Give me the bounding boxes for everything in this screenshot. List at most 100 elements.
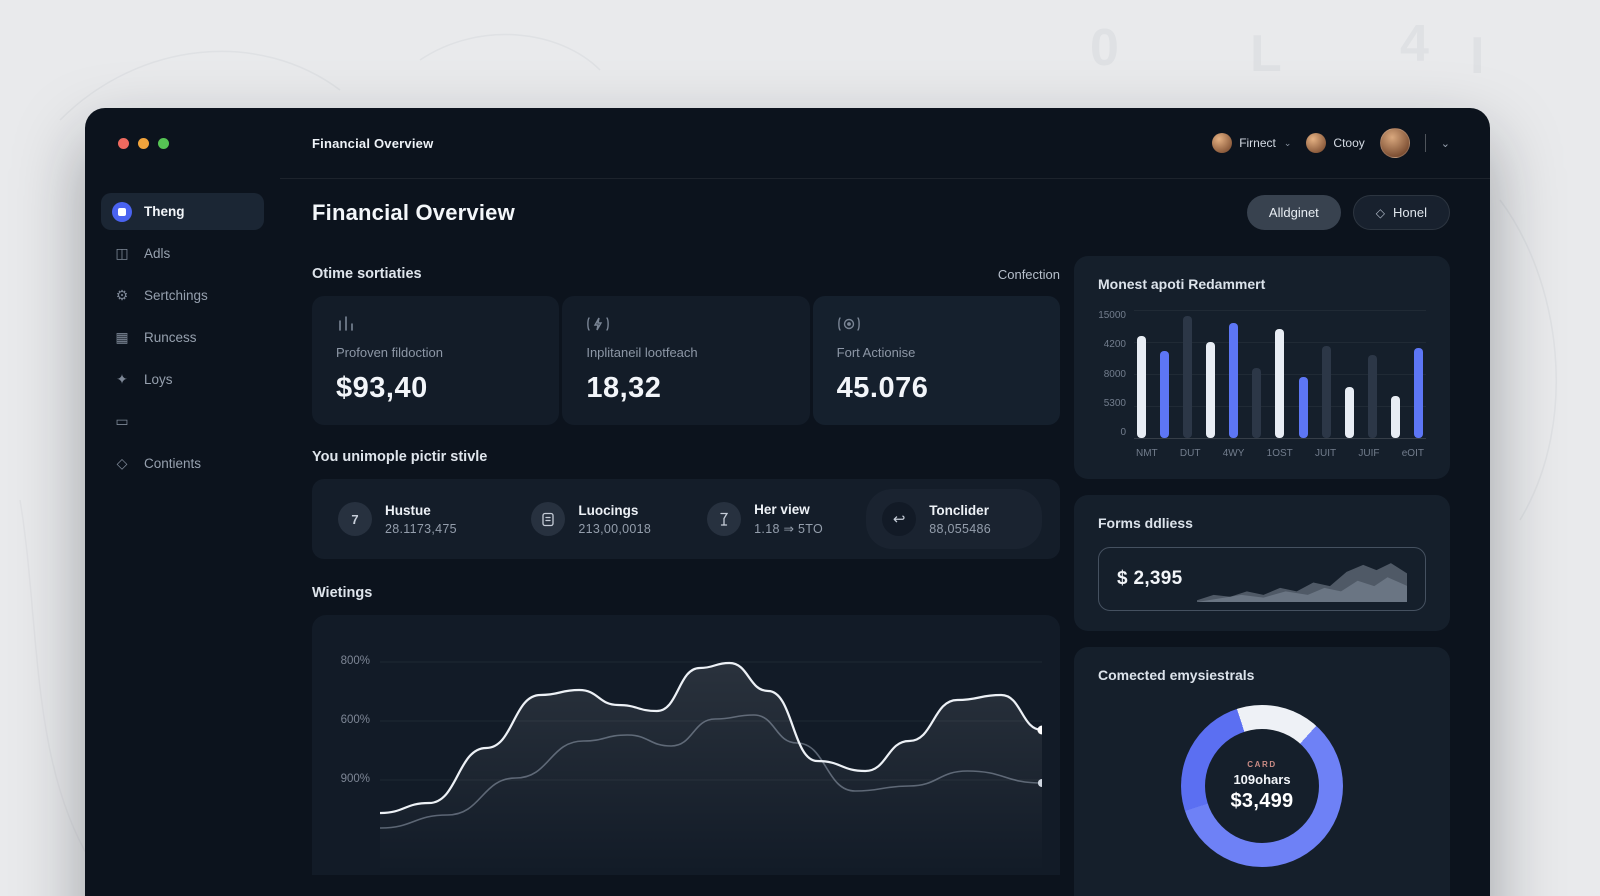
sidebar-item-tools[interactable]: ✦ Loys [101,361,264,398]
line-chart-y-labels: 800% 600% 900% [336,643,380,873]
quick-value: 1.18 ⇒ 5TO [754,522,824,536]
sidebar-item-label: Contients [144,456,202,471]
y-axis-label: 900% [340,773,370,785]
bar [1390,395,1400,438]
x-axis-label: JUIT [1315,448,1337,459]
quick-item-herview[interactable]: Her view 1.18 ⇒ 5TO [699,502,866,536]
user-avatar-small [1306,133,1327,153]
user-chip-2[interactable]: Ctooy [1306,133,1365,153]
titlebar-title: Financial Overview [312,135,434,151]
donut-tag: CARD [1247,759,1277,769]
quick-value: 28.1173,475 [385,521,457,536]
return-arrow-icon: ↩ [882,502,917,536]
y-axis-label: 4200 [1103,339,1126,351]
quick-value: 88,055486 [929,521,991,536]
bg-glyph: L [1250,25,1282,83]
section-title: Wietings [312,585,373,601]
y-axis-label: 800% [340,655,370,667]
close-window-button[interactable] [118,137,129,149]
quick-section-header: You unimople pictir stivle [312,449,1060,465]
chevron-down-icon[interactable]: ⌄ [1440,137,1450,150]
button-label: Honel [1393,205,1427,220]
sidebar-item-label: Adls [144,246,171,261]
sparkline-back [1196,563,1407,602]
bar-chart-bars [1134,310,1426,438]
sidebar-item-label: Runcess [144,330,197,345]
stat-card-3[interactable]: Fort Actionise 45.076 [812,296,1060,425]
bar [1413,348,1423,438]
header-actions: Alldginet ◇ Honel [1246,195,1450,230]
gridline [1134,310,1426,311]
sidebar-item-contents[interactable]: ◇ Contients [101,445,264,482]
bar [1367,354,1377,438]
stat-value: 45.076 [836,372,929,404]
sidebar-item-label: Theng [144,204,185,219]
card-title: Forms ddliess [1098,515,1193,531]
bolt-icon [586,314,785,334]
stat-label: Profoven fildoction [336,345,443,360]
section-title: You unimople pictir stivle [312,449,488,465]
line-series-secondary [380,714,1042,829]
donut-center: CARD 109ohars $3,499 [1205,729,1319,843]
forms-value-box: $ 2,395 [1098,547,1426,611]
y-axis-label: 0 [1120,427,1126,438]
divider [1424,134,1426,152]
window-titlebar: Financial Overview Firnect ⌄ Ctooy ⌄ [85,108,1490,178]
section-action-link[interactable]: Confection [997,266,1060,282]
dot-primary [1037,725,1042,735]
dashboard-icon [112,201,132,222]
page-header: Financial Overview Alldginet ◇ Honel [312,195,1450,230]
sidebar-item-reports[interactable]: ▦ Runcess [101,319,264,356]
bar-chart-y-labels: 15000 4200 8000 5300 0 [1098,310,1134,438]
chevron-down-icon: ⌄ [1283,137,1292,148]
gear-icon: ⚙ [115,287,129,303]
sidebar-item-dashboard[interactable]: Theng [101,193,264,230]
stat-card-2[interactable]: Inplitaneil lootfeach 18,32 [562,296,810,425]
chat-icon: ▭ [115,413,129,429]
bar-chart-card[interactable]: Monest apoti Redammert 15000 4200 8000 5300… [1074,256,1450,479]
bar [1275,329,1285,438]
bar [1321,345,1331,438]
bar-chart-plot [1134,310,1426,439]
forms-card[interactable]: Forms ddliess $ 2,395 [1074,495,1450,631]
donut-ring: CARD 109ohars $3,499 [1181,705,1343,867]
sidebar-item-settings[interactable]: ⚙ Sertchings [101,277,264,314]
stat-value: 18,32 [586,372,662,404]
user-name: Firnect [1239,136,1276,150]
quick-item-luocings[interactable]: Luocings 213,00,0018 [523,502,699,536]
line-chart-section-header: Wietings [312,585,1060,601]
quick-label: Luocings [578,502,639,518]
stats-panel: Profoven fildoction $93,40 Inplitaneil l… [312,296,1060,425]
bg-glyph: 0 [1090,19,1119,77]
profile-avatar[interactable] [1379,128,1410,158]
quick-value: 213,00,0018 [578,521,652,536]
stat-card-1[interactable]: Profoven fildoction $93,40 [312,296,560,425]
bar [1229,322,1239,438]
sidebar-item-users[interactable]: ◫ Adls [101,235,264,272]
quick-item-tonclider[interactable]: ↩ Tonclider 88,055486 [866,489,1042,549]
minimize-window-button[interactable] [138,137,149,149]
button-alldginet[interactable]: Alldginet [1246,195,1341,230]
user-chip-1[interactable]: Firnect ⌄ [1212,133,1291,153]
quick-stats-panel: 7 Hustue 28.1173,475 Luo [312,479,1060,559]
sparkline [1196,556,1407,602]
button-label: Alldginet [1268,205,1319,220]
quick-item-hustue[interactable]: 7 Hustue 28.1173,475 [330,502,523,536]
donut-label: 109ohars [1233,771,1291,787]
traffic-lights [118,137,169,149]
donut-card[interactable]: Comected emysiestrals CARD 109ohars $3,4… [1074,647,1450,896]
gridline [1134,438,1426,439]
bar [1160,350,1170,438]
stats-section-header: Otime sortiaties Confection [312,266,1060,282]
maximize-window-button[interactable] [158,137,169,149]
bar-chart-x-labels: NMT DUT 4WY 1OST JUIT JUIF eOIT [1136,448,1424,459]
sidebar-item-messages[interactable]: ▭ [101,403,264,440]
right-column: Monest apoti Redammert 15000 4200 8000 5300… [1074,256,1450,896]
bg-glyph: I [1470,27,1485,85]
sparkline-front [1196,577,1407,602]
button-honel[interactable]: ◇ Honel [1352,195,1450,230]
x-axis-label: 4WY [1222,448,1245,459]
card-title: Comected emysiestrals [1098,667,1255,683]
left-column: Otime sortiaties Confection Profoven fil… [312,256,1060,875]
x-axis-label: NMT [1136,448,1158,459]
